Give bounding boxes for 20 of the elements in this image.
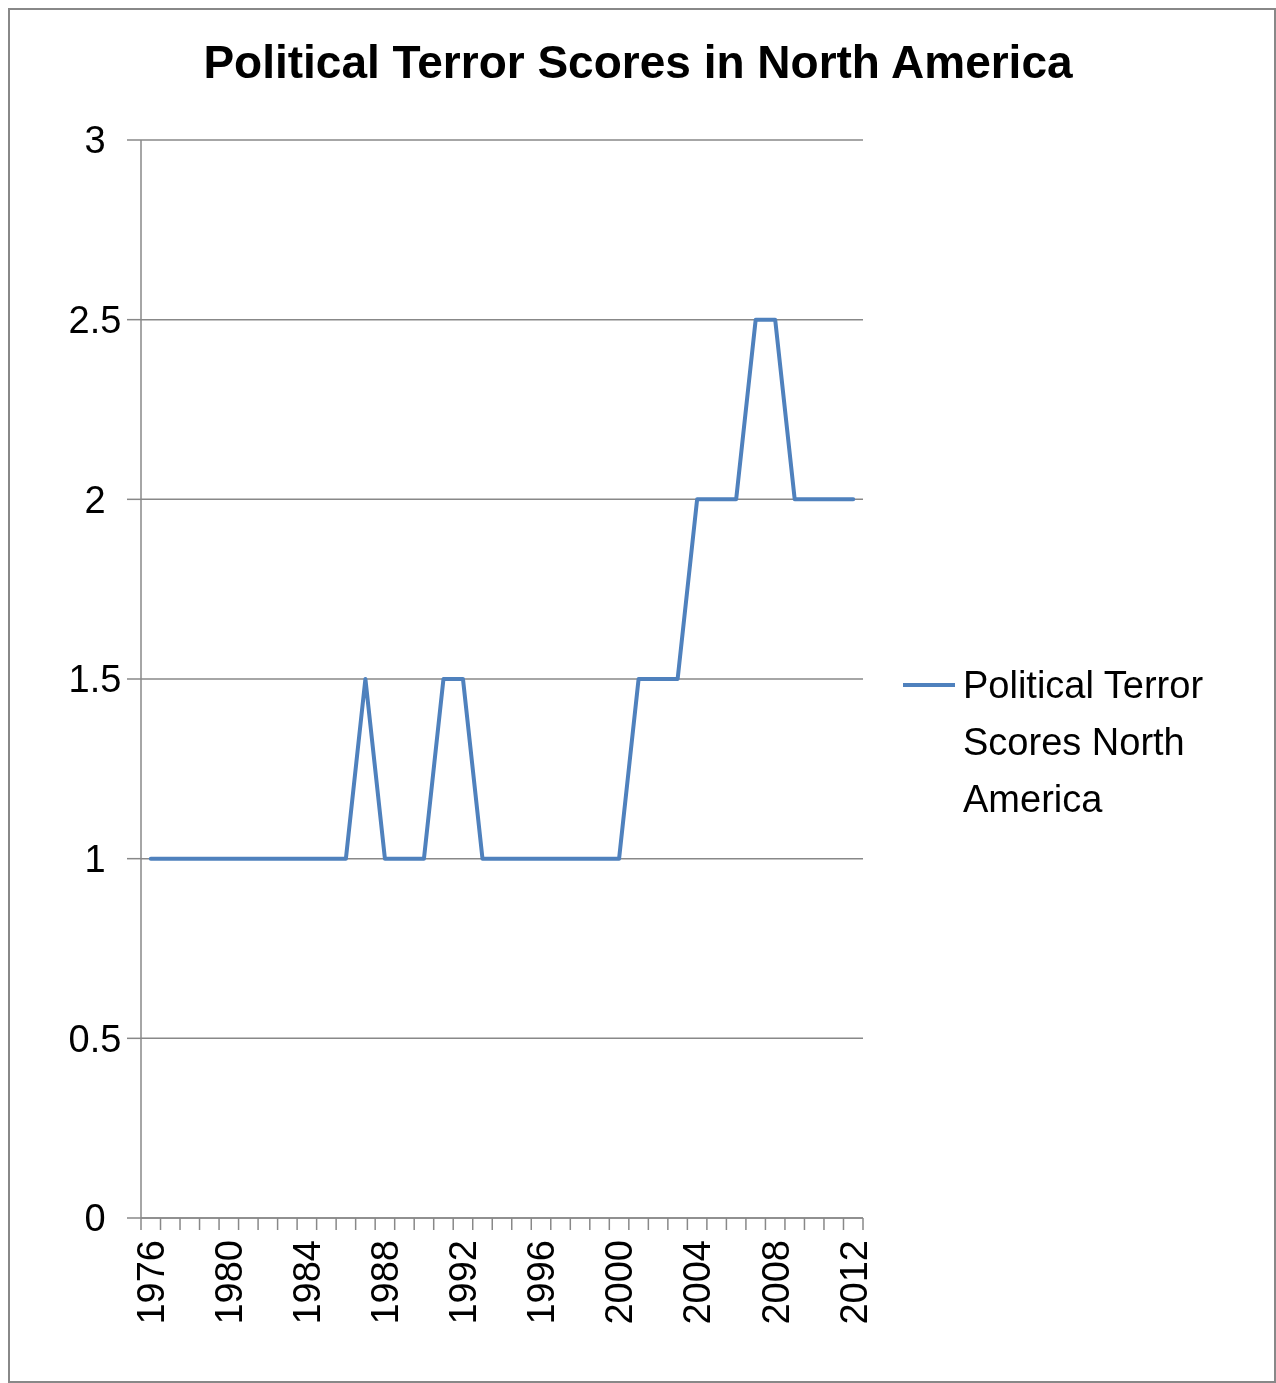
y-tick-label: 0.5 — [68, 1017, 122, 1060]
y-tick-label: 2.5 — [68, 298, 122, 341]
x-tick-label: 1980 — [208, 1240, 251, 1325]
chart-title: Political Terror Scores in North America — [203, 36, 1073, 88]
y-tick-label: 1.5 — [68, 658, 122, 701]
x-tick-label: 1988 — [364, 1240, 407, 1325]
x-tick-label: 2000 — [598, 1240, 641, 1325]
y-tick-label: 0 — [84, 1197, 106, 1240]
x-tick-label: 1992 — [442, 1240, 485, 1325]
line-series — [148, 317, 856, 861]
y-tick-label: 2 — [84, 478, 106, 521]
x-tick-label: 1996 — [520, 1240, 563, 1325]
x-tick-label: 2008 — [754, 1240, 797, 1325]
x-tick-label: 2012 — [832, 1240, 875, 1325]
y-tick-label: 1 — [84, 837, 106, 880]
x-tick-label: 1984 — [286, 1240, 329, 1325]
y-tick-label: 3 — [84, 119, 106, 162]
legend-label: Political Terror Scores North America — [963, 664, 1204, 821]
x-tick-label: 2004 — [676, 1240, 719, 1325]
x-tick-label: 1976 — [130, 1240, 173, 1325]
